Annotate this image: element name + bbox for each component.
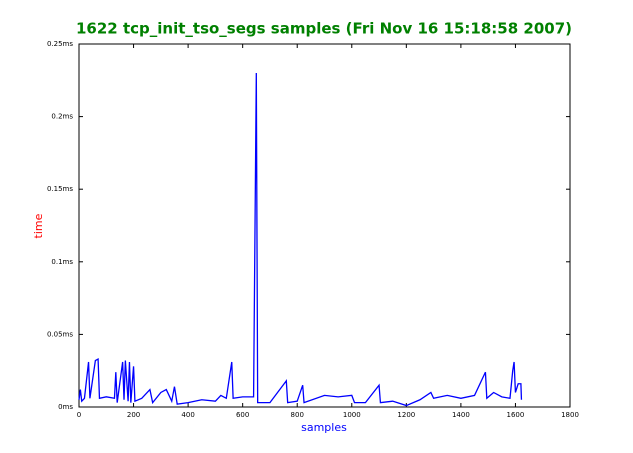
x-tick-label: 200 (127, 411, 140, 419)
y-tick-label: 0ms (58, 403, 73, 411)
x-tick-label: 1000 (343, 411, 361, 419)
plot-frame (78, 43, 571, 408)
x-tick-label: 1400 (452, 411, 470, 419)
y-tick-label: 0.25ms (47, 40, 73, 48)
x-axis-label: samples (301, 421, 347, 434)
line (78, 73, 523, 407)
x-tick-label: 800 (291, 411, 304, 419)
x-tick-label: 1600 (507, 411, 525, 419)
chart-title: 1622 tcp_init_tso_segs samples (Fri Nov … (76, 20, 572, 38)
y-axis-label: time (32, 213, 45, 238)
y-tick-label: 0.2ms (51, 113, 73, 121)
x-tick-label: 1200 (397, 411, 415, 419)
x-tick-label: 400 (181, 411, 194, 419)
y-tick-label: 0.1ms (51, 258, 73, 266)
x-tick-label: 1800 (561, 411, 579, 419)
x-tick-label: 600 (236, 411, 249, 419)
x-tick-label: 0 (77, 411, 81, 419)
y-tick-label: 0.15ms (47, 185, 73, 193)
y-tick-label: 0.05ms (47, 330, 73, 338)
